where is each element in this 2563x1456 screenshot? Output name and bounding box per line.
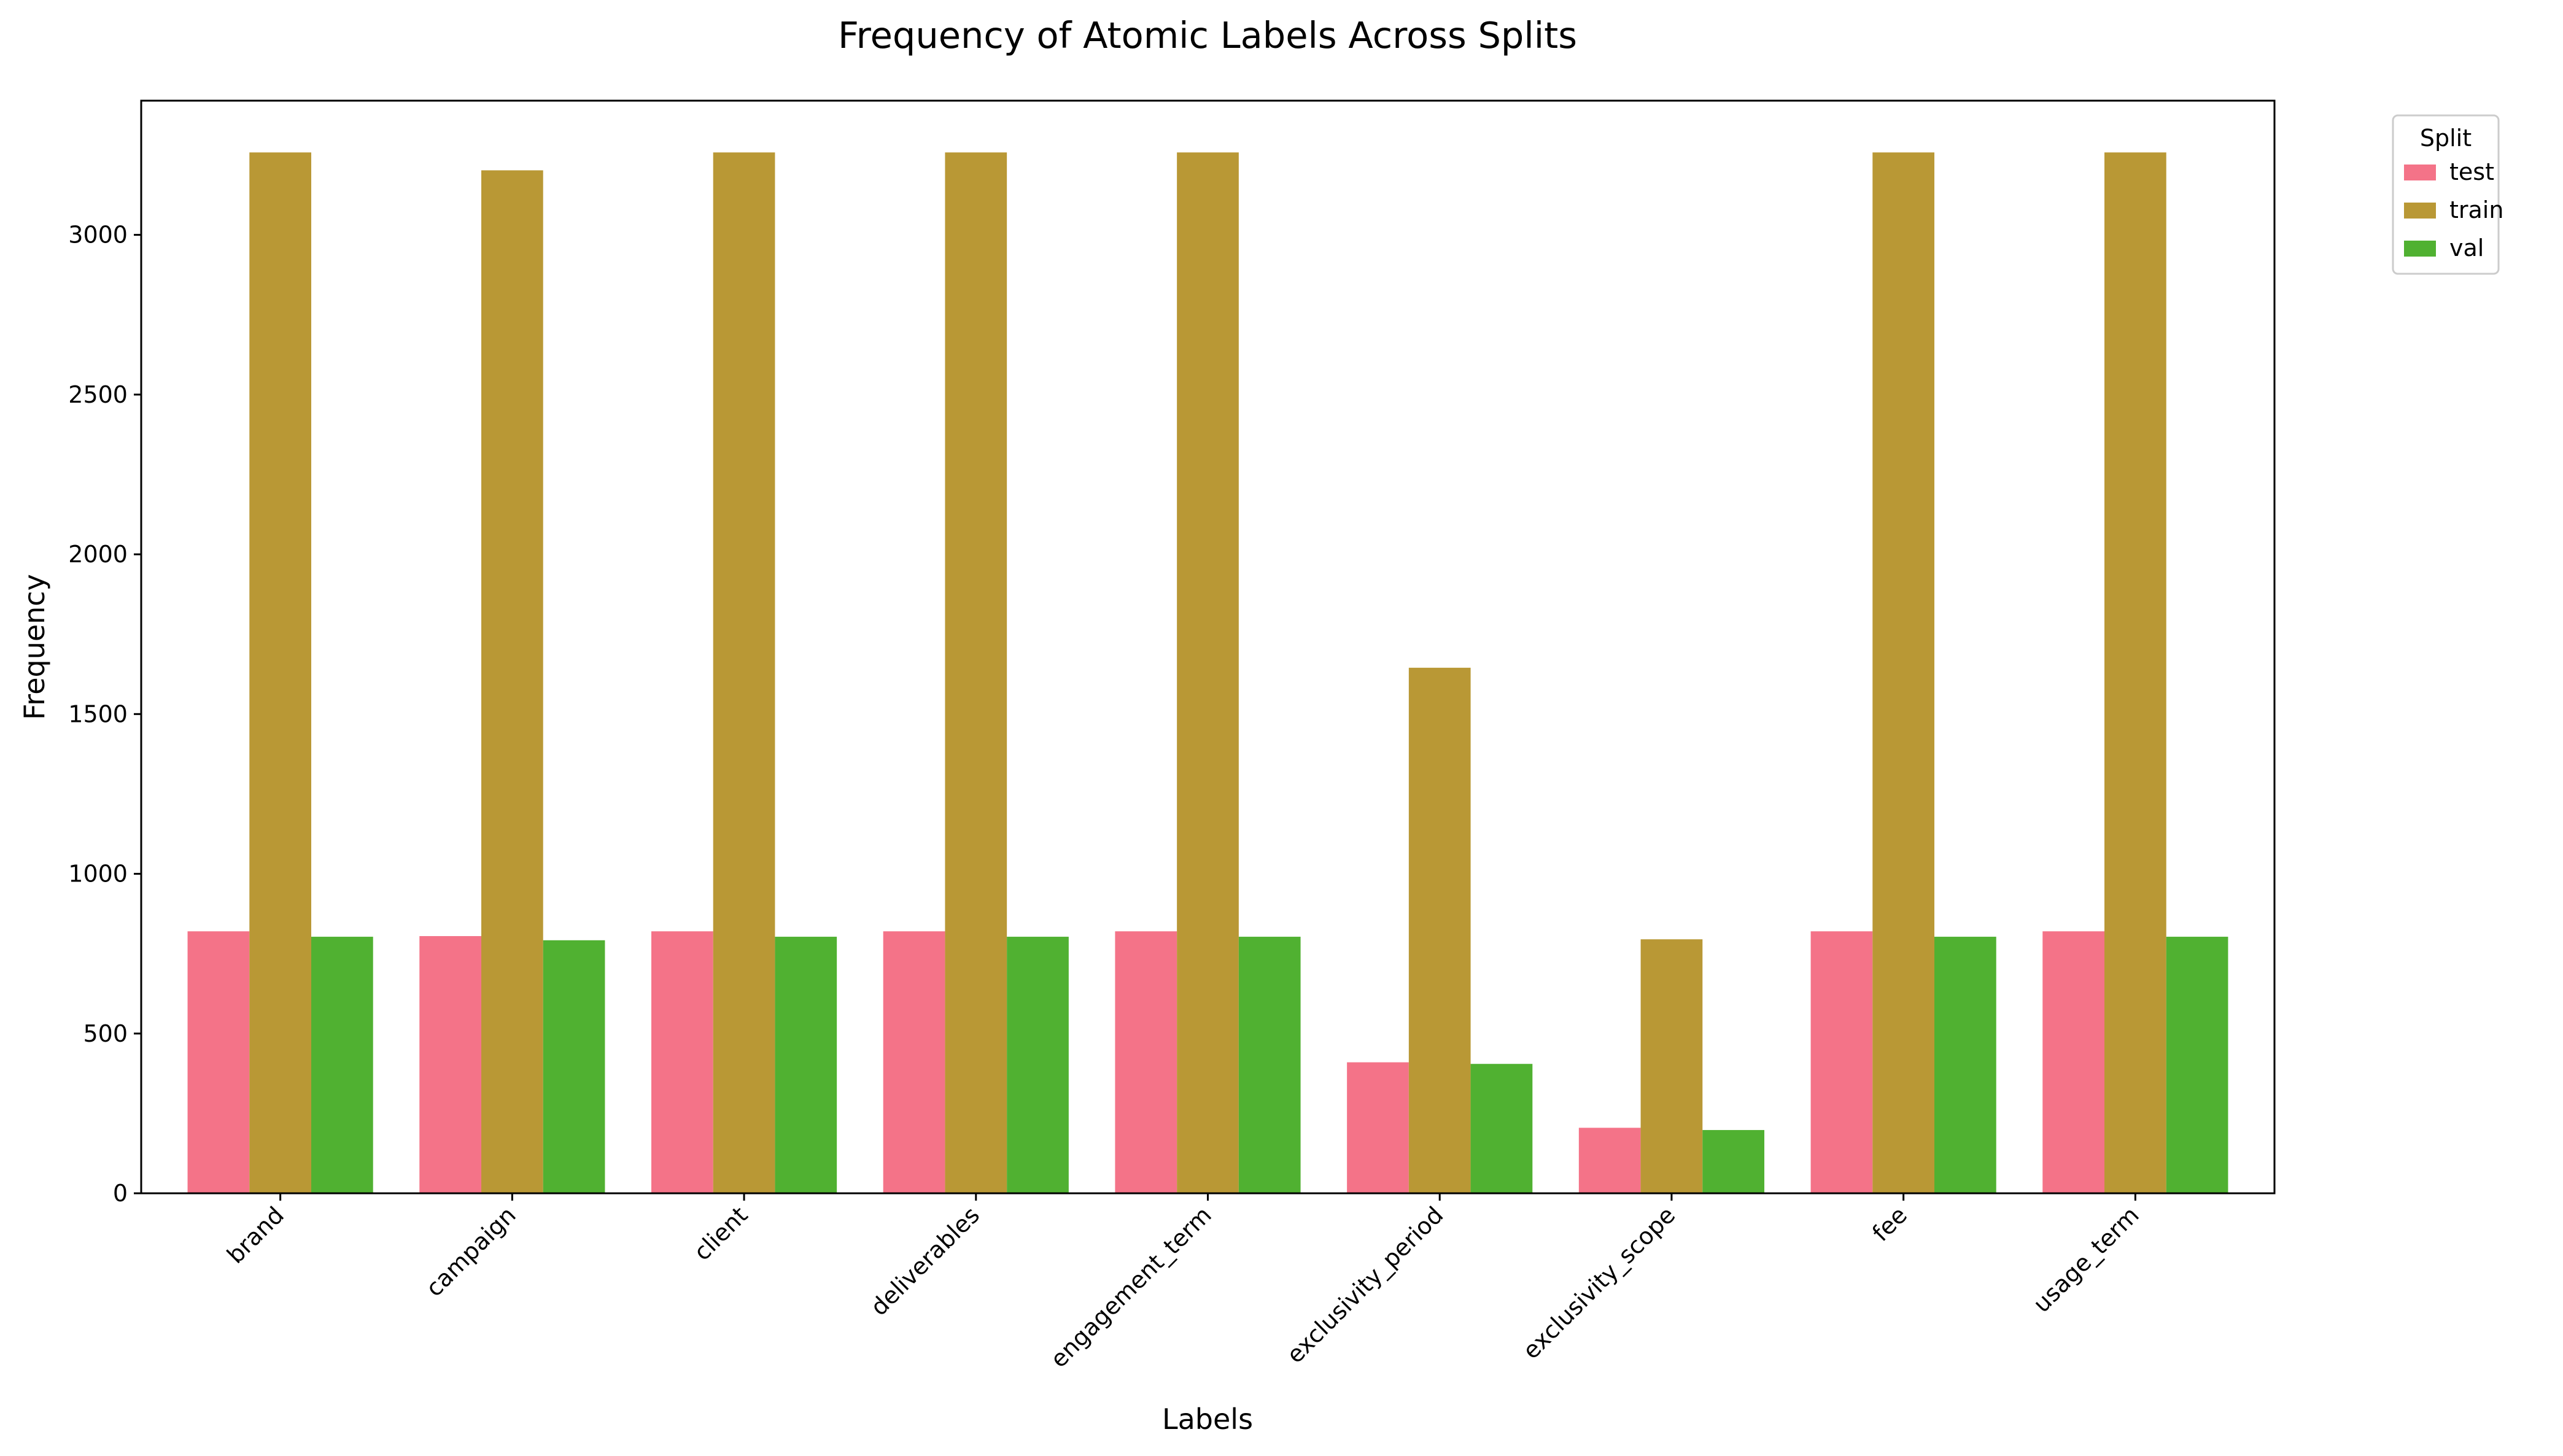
legend-label-val: val [2449, 234, 2484, 261]
legend-title: Split [2420, 125, 2472, 152]
bar-test-brand [187, 931, 250, 1193]
bar-train-exclusivity_period [1408, 667, 1471, 1193]
x-tick-label-deliverables: deliverables [866, 1201, 985, 1321]
legend-label-test: test [2449, 158, 2494, 185]
bar-test-campaign [419, 936, 481, 1193]
bar-train-client [713, 152, 775, 1193]
legend-swatch-train [2404, 203, 2436, 219]
bar-train-usage_term [2104, 152, 2166, 1193]
y-tick-label: 3000 [68, 222, 128, 249]
x-axis-label: Labels [1162, 1403, 1253, 1436]
bar-train-brand [249, 152, 311, 1193]
x-tick-label-engagement_term: engagement_term [1045, 1201, 1217, 1373]
legend-swatch-val [2404, 241, 2436, 257]
bar-val-exclusivity_scope [1702, 1129, 1765, 1193]
bar-val-campaign [543, 940, 605, 1193]
bar-train-exclusivity_scope [1640, 939, 1703, 1193]
bar-train-engagement_term [1177, 152, 1239, 1193]
y-tick-label: 0 [113, 1180, 128, 1207]
bar-test-exclusivity_scope [1578, 1128, 1641, 1193]
bars-layer [187, 152, 2228, 1194]
x-tick-label-campaign: campaign [421, 1201, 521, 1302]
bar-train-deliverables [945, 152, 1007, 1193]
x-tick-label-client: client [689, 1201, 753, 1266]
plot-area-frame [140, 99, 2276, 1195]
bar-test-exclusivity_period [1347, 1062, 1409, 1193]
legend: Split test train val [2392, 114, 2503, 275]
bar-train-fee [1872, 152, 1935, 1193]
legend-frame [2392, 114, 2500, 275]
y-tick-label: 1500 [68, 700, 128, 727]
y-tick-label: 2500 [68, 381, 128, 408]
bar-test-usage_term [2042, 931, 2104, 1193]
x-tick-label-exclusivity_period: exclusivity_period [1281, 1201, 1448, 1368]
bar-val-engagement_term [1238, 937, 1301, 1193]
x-tick-label-usage_term: usage_term [2028, 1201, 2144, 1317]
bar-test-client [651, 931, 713, 1193]
y-tick-label: 500 [83, 1020, 128, 1047]
bar-val-client [775, 937, 837, 1193]
x-tick-label-fee: fee [1867, 1201, 1912, 1247]
y-tick-label: 2000 [68, 541, 128, 568]
x-tick-label-brand: brand [222, 1201, 289, 1269]
bar-test-engagement_term [1115, 931, 1177, 1193]
y-axis-label: Frequency [18, 574, 51, 720]
bar-val-deliverables [1007, 937, 1069, 1193]
bar-test-deliverables [883, 931, 945, 1193]
y-tick-label: 1000 [68, 861, 128, 888]
bar-val-exclusivity_period [1470, 1064, 1533, 1193]
bar-val-fee [1934, 937, 1996, 1193]
bar-test-fee [1810, 931, 1873, 1193]
bar-val-usage_term [2166, 937, 2228, 1193]
y-axis: 0 500 1000 1500 2000 2500 3000 [68, 222, 141, 1207]
chart-title: Frequency of Atomic Labels Across Splits [838, 14, 1577, 56]
x-axis: brand campaign client deliverables engagemen… [222, 1193, 2144, 1373]
x-tick-label-exclusivity_scope: exclusivity_scope [1518, 1201, 1680, 1364]
bar-train-campaign [481, 170, 543, 1194]
legend-label-train: train [2449, 196, 2503, 223]
legend-swatch-test [2404, 165, 2436, 180]
bar-val-brand [311, 937, 373, 1193]
